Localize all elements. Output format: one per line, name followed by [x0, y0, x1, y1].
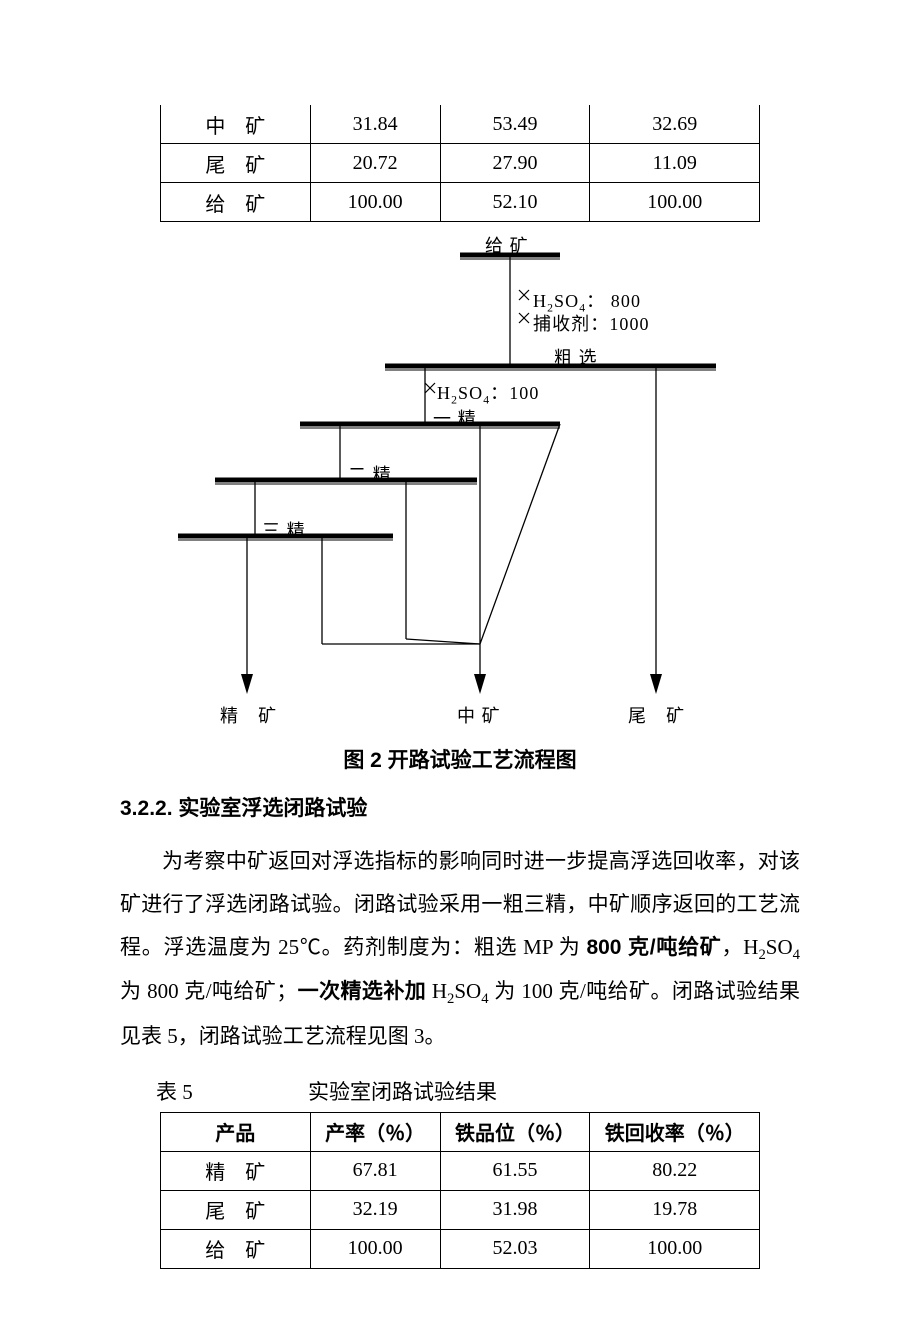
- table-header-row: 产品 产率（％） 铁品位（％） 铁回收率（％）: [161, 1112, 760, 1151]
- para-text: 为 100 克/吨给矿: [494, 979, 650, 1003]
- cell: 精 矿: [161, 1151, 311, 1190]
- cell: 61.55: [440, 1151, 590, 1190]
- cell: 31.84: [310, 105, 440, 144]
- cell: 中 矿: [161, 105, 311, 144]
- para-text: 为 800 克/吨给矿；: [120, 979, 297, 1003]
- table-row: 精 矿67.8161.5580.22: [161, 1151, 760, 1190]
- table-5-caption: 实验室闭路试验结果: [308, 1080, 497, 1104]
- flowchart-label-feed: 给 矿: [485, 232, 529, 258]
- open-circuit-table: 中 矿31.8453.4932.69尾 矿20.7227.9011.09给 矿1…: [160, 105, 760, 222]
- cell: 给 矿: [161, 183, 311, 222]
- flowchart-label-collector: 捕收剂：1000: [533, 310, 650, 336]
- cell: 27.90: [440, 144, 590, 183]
- flowchart-label-prod_mid: 中 矿: [457, 702, 501, 728]
- flowchart-label-jing3: 三 精: [262, 517, 306, 543]
- flowchart-label-jing1: 一 精: [433, 405, 477, 431]
- table-row: 尾 矿32.1931.9819.78: [161, 1190, 760, 1229]
- cell: 尾 矿: [161, 1190, 311, 1229]
- bold-800: 800 克/吨给矿: [586, 936, 721, 959]
- cell: 32.19: [310, 1190, 440, 1229]
- table-5-title: 表 5 实验室闭路试验结果: [120, 1076, 800, 1106]
- cell: 31.98: [440, 1190, 590, 1229]
- closed-circuit-paragraph: 为考察中矿返回对浮选指标的影响同时进一步提高浮选回收率，对该矿进行了浮选闭路试验…: [120, 840, 800, 1058]
- col-grade: 铁品位（％）: [440, 1112, 590, 1151]
- cell: 19.78: [590, 1190, 760, 1229]
- section-3-2-2-heading: 3.2.2. 实验室浮选闭路试验: [120, 792, 800, 822]
- cell: 52.03: [440, 1229, 590, 1268]
- flowchart-label-prod_tail: 尾 矿: [628, 702, 685, 728]
- cell: 32.69: [590, 105, 760, 144]
- col-yield: 产率（％）: [310, 1112, 440, 1151]
- cell: 100.00: [310, 1229, 440, 1268]
- flowchart-label-rough: 粗 选: [554, 344, 598, 370]
- para-text: H2SO4: [426, 979, 494, 1003]
- flowchart-figure-2: 给 矿H2SO4： 800捕收剂：1000粗 选H2SO4：100一 精二 精三…: [160, 232, 760, 732]
- table-row: 中 矿31.8453.4932.69: [161, 105, 760, 144]
- cell: 尾 矿: [161, 144, 311, 183]
- figure-2-caption: 图 2 开路试验工艺流程图: [120, 744, 800, 774]
- cell: 11.09: [590, 144, 760, 183]
- cell: 100.00: [310, 183, 440, 222]
- bold-refine: 一次精选补加: [297, 980, 426, 1003]
- closed-circuit-table-5: 产品 产率（％） 铁品位（％） 铁回收率（％） 精 矿67.8161.5580.…: [160, 1112, 760, 1269]
- cell: 53.49: [440, 105, 590, 144]
- cell: 67.81: [310, 1151, 440, 1190]
- table-5-number: 表 5: [156, 1080, 193, 1104]
- table-row: 给 矿100.0052.10100.00: [161, 183, 760, 222]
- flowchart-label-prod_conc: 精 矿: [220, 702, 277, 728]
- table-row: 给 矿100.0052.03100.00: [161, 1229, 760, 1268]
- flowchart-label-h2so4_100: H2SO4：100: [437, 379, 539, 407]
- cell: 100.00: [590, 183, 760, 222]
- cell: 给 矿: [161, 1229, 311, 1268]
- para-text: ，H2SO4: [722, 935, 800, 959]
- cell: 100.00: [590, 1229, 760, 1268]
- table-row: 尾 矿20.7227.9011.09: [161, 144, 760, 183]
- flowchart-label-jing2: 二 精: [348, 461, 392, 487]
- col-recovery: 铁回收率（％）: [590, 1112, 760, 1151]
- cell: 52.10: [440, 183, 590, 222]
- cell: 80.22: [590, 1151, 760, 1190]
- cell: 20.72: [310, 144, 440, 183]
- col-product: 产品: [161, 1112, 311, 1151]
